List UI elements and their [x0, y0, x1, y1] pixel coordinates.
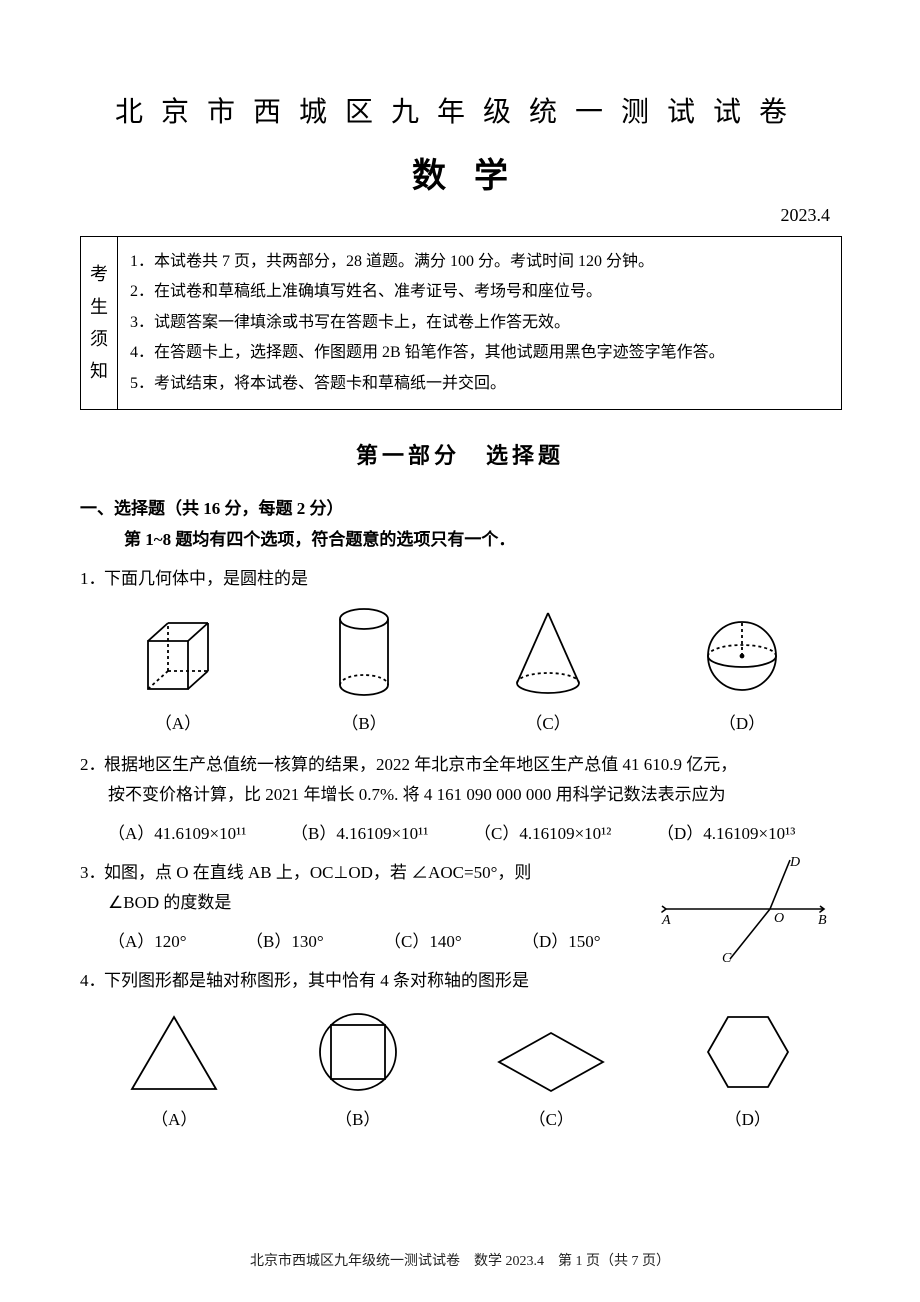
- exam-date: 2023.4: [80, 205, 840, 226]
- sphere-icon: [697, 611, 787, 701]
- notice-num: 1．: [130, 247, 154, 277]
- notice-side-label: 考 生 须 知: [81, 237, 118, 409]
- q2-opt-d: （D）4.16109×10¹³: [657, 819, 840, 844]
- angle-figure-icon: A B O C D: [660, 854, 830, 964]
- q2-opt-b: （B）4.16109×10¹¹: [291, 819, 474, 844]
- label-B: B: [818, 913, 827, 928]
- notice-item: 在试卷和草稿纸上准确填写姓名、准考证号、考场号和座位号。: [154, 277, 602, 307]
- page-footer: 北京市西城区九年级统一测试试卷 数学 2023.4 第 1 页（共 7 页）: [0, 1250, 920, 1270]
- exam-page: 北京市西城区九年级统一测试试卷 数学 2023.4 考 生 须 知 1．本试卷共…: [0, 0, 920, 1302]
- cylinder-icon: [329, 605, 399, 701]
- q2-opt-c: （C）4.16109×10¹²: [474, 819, 657, 844]
- notice-item: 在答题卡上，选择题、作图题用 2B 铅笔作答，其他试题用黑色字迹签字笔作答。: [154, 338, 725, 368]
- q-text: 如图，点 O 在直线 AB 上，OC⊥OD，若 ∠AOC=50°，则: [104, 863, 531, 882]
- notice-num: 5．: [130, 369, 154, 399]
- question-3-wrap: 3．如图，点 O 在直线 AB 上，OC⊥OD，若 ∠AOC=50°，则 ∠BO…: [80, 858, 840, 952]
- subject-title: 数学: [80, 148, 840, 197]
- label-A: A: [661, 913, 671, 928]
- cone-icon: [505, 605, 591, 701]
- section-heading: 一、选择题（共 16 分，每题 2 分）: [80, 494, 840, 519]
- square-in-circle-icon: [313, 1007, 403, 1097]
- label-C: C: [722, 951, 732, 964]
- q3-figure: A B O C D: [660, 854, 830, 969]
- opt-label: （B）: [329, 709, 399, 734]
- notice-item: 考试结束，将本试卷、答题卡和草稿纸一并交回。: [154, 369, 506, 399]
- cube-icon: [133, 611, 223, 701]
- q-text: 下列图形都是轴对称图形，其中恰有 4 条对称轴的图形是: [104, 971, 529, 990]
- notice-num: 3．: [130, 308, 154, 338]
- q-text: 下面几何体中，是圆柱的是: [104, 569, 308, 588]
- notice-side-char: 知: [90, 355, 108, 387]
- q3-opt-a: （A）120°: [108, 927, 246, 952]
- notice-item: 试题答案一律填涂或书写在答题卡上，在试卷上作答无效。: [154, 308, 570, 338]
- question-1: 1．下面几何体中，是圆柱的是: [80, 564, 840, 595]
- notice-side-char: 须: [90, 323, 108, 355]
- q-number: 1．: [80, 564, 104, 595]
- hexagon-icon: [700, 1007, 796, 1097]
- notice-box: 考 生 须 知 1．本试卷共 7 页，共两部分，28 道题。满分 100 分。考…: [80, 236, 842, 410]
- q-number: 2．: [80, 750, 104, 781]
- main-title: 北京市西城区九年级统一测试试卷: [80, 90, 840, 130]
- q3-opt-c: （C）140°: [384, 927, 522, 952]
- q4-opt-a: （A）: [124, 1011, 224, 1130]
- q1-opt-c: （C）: [505, 605, 591, 734]
- opt-label: （A）: [133, 709, 223, 734]
- q4-opt-b: （B）: [313, 1007, 403, 1130]
- opt-label: （C）: [491, 1105, 611, 1130]
- q1-opt-a: （A）: [133, 611, 223, 734]
- question-2: 2．根据地区生产总值统一核算的结果，2022 年北京市全年地区生产总值 41 6…: [80, 750, 840, 811]
- label-O: O: [774, 911, 784, 926]
- q-text-line2: 按不变价格计算，比 2021 年增长 0.7%. 将 4 161 090 000…: [80, 780, 840, 811]
- q3-opt-b: （B）130°: [246, 927, 384, 952]
- question-4: 4．下列图形都是轴对称图形，其中恰有 4 条对称轴的图形是: [80, 966, 840, 997]
- q-number: 3．: [80, 858, 104, 889]
- q-text: 根据地区生产总值统一核算的结果，2022 年北京市全年地区生产总值 41 610…: [104, 755, 737, 774]
- q3-opt-d: （D）150°: [522, 927, 660, 952]
- part-title: 第一部分 选择题: [80, 438, 840, 470]
- q4-opt-d: （D）: [700, 1007, 796, 1130]
- q1-opt-d: （D）: [697, 611, 787, 734]
- opt-label: （A）: [124, 1105, 224, 1130]
- q-number: 4．: [80, 966, 104, 997]
- notice-num: 4．: [130, 338, 154, 368]
- label-D: D: [789, 855, 800, 870]
- q2-options: （A）41.6109×10¹¹ （B）4.16109×10¹¹ （C）4.161…: [80, 819, 840, 844]
- notice-num: 2．: [130, 277, 154, 307]
- q1-options: （A） （B）: [80, 605, 840, 734]
- q4-options: （A） （B） （C） （D）: [80, 1007, 840, 1130]
- notice-side-char: 生: [90, 291, 108, 323]
- triangle-icon: [124, 1011, 224, 1097]
- q1-opt-b: （B）: [329, 605, 399, 734]
- section-subnote: 第 1~8 题均有四个选项，符合题意的选项只有一个．: [124, 525, 840, 550]
- notice-item: 本试卷共 7 页，共两部分，28 道题。满分 100 分。考试时间 120 分钟…: [154, 247, 654, 277]
- opt-label: （C）: [505, 709, 591, 734]
- notice-list: 1．本试卷共 7 页，共两部分，28 道题。满分 100 分。考试时间 120 …: [118, 237, 841, 409]
- notice-side-char: 考: [90, 258, 108, 290]
- rhombus-icon: [491, 1027, 611, 1097]
- opt-label: （D）: [700, 1105, 796, 1130]
- opt-label: （B）: [313, 1105, 403, 1130]
- opt-label: （D）: [697, 709, 787, 734]
- q4-opt-c: （C）: [491, 1027, 611, 1130]
- q2-opt-a: （A）41.6109×10¹¹: [108, 819, 291, 844]
